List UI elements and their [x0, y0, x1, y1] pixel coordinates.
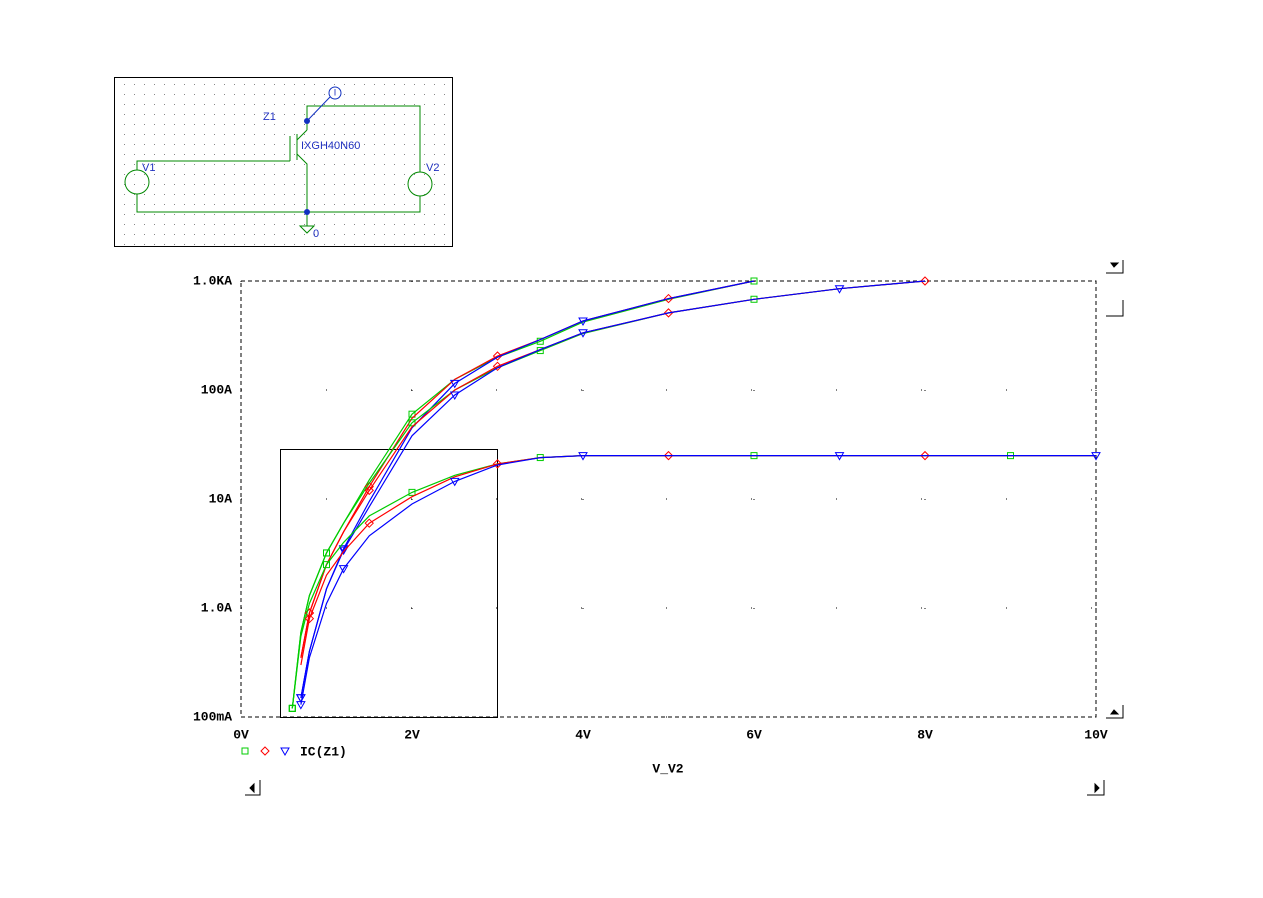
x-tick-label: 8V: [917, 727, 933, 742]
series-line: [291, 455, 1096, 709]
legend-marker: [280, 747, 290, 757]
source-label: V1: [142, 162, 155, 174]
series-line: [300, 280, 926, 698]
data-marker: [408, 419, 416, 427]
data-marker: [338, 565, 349, 574]
data-marker: [338, 546, 349, 556]
zoom-box: [280, 449, 498, 718]
part-label: Z1: [263, 111, 276, 123]
data-marker: [288, 704, 296, 712]
x-axis-label: V_V2: [652, 761, 683, 776]
y-tick-label: 1.0KA: [193, 273, 232, 288]
scroll-buttons[interactable]: [245, 260, 1124, 796]
y-tick-label: 100A: [201, 382, 232, 397]
x-tick-label: 10V: [1084, 727, 1108, 742]
legend-label: IC(Z1): [300, 744, 347, 759]
data-marker: [492, 459, 503, 469]
data-marker: [408, 488, 416, 496]
data-marker: [449, 379, 460, 389]
x-tick-label: 2V: [404, 727, 420, 742]
data-marker: [663, 450, 674, 461]
data-marker: [295, 694, 306, 703]
probe-line: [306, 96, 331, 122]
source-label: V2: [426, 162, 439, 174]
y-tick-label: 1.0A: [201, 600, 232, 615]
series-line: [300, 455, 1096, 705]
data-marker: [834, 452, 845, 461]
data-marker: [920, 450, 930, 461]
y-tick-label: 10A: [209, 491, 233, 506]
data-marker: [449, 477, 460, 487]
ground-label: 0: [313, 228, 319, 240]
data-marker: [663, 293, 674, 304]
schematic-frame: [114, 77, 453, 247]
y-tick-label: 100mA: [193, 709, 232, 724]
data-marker: [578, 329, 588, 338]
probe-label: I: [334, 87, 337, 97]
x-tick-label: 0V: [233, 727, 249, 742]
data-marker: [408, 410, 416, 418]
data-marker: [663, 308, 674, 318]
data-marker: [834, 285, 845, 294]
series-line: [300, 280, 755, 658]
series-line: [300, 455, 1096, 666]
data-marker: [364, 485, 374, 496]
legend-marker: [241, 747, 249, 755]
series-line: [300, 280, 926, 658]
probe: [328, 86, 342, 100]
schematic: I Z1 IXGH40N60 V1 V2 0: [114, 77, 453, 247]
series-line: [300, 280, 755, 698]
legend-marker: [260, 746, 270, 756]
data-marker: [578, 317, 588, 326]
series-line: [291, 280, 926, 709]
x-tick-label: 6V: [746, 727, 762, 742]
data-marker: [364, 518, 374, 528]
x-tick-label: 4V: [575, 727, 591, 742]
data-marker: [920, 276, 930, 286]
data-marker: [323, 549, 330, 557]
data-marker: [750, 277, 758, 285]
data-marker: [578, 452, 588, 461]
data-marker: [304, 613, 315, 624]
model-label: IXGH40N60: [301, 140, 360, 152]
data-marker: [492, 361, 503, 372]
data-marker: [492, 351, 503, 361]
data-marker: [449, 391, 460, 400]
plot-frame: [240, 280, 1097, 718]
data-marker: [295, 701, 306, 710]
data-marker: [323, 561, 330, 569]
data-marker: [1091, 452, 1101, 461]
